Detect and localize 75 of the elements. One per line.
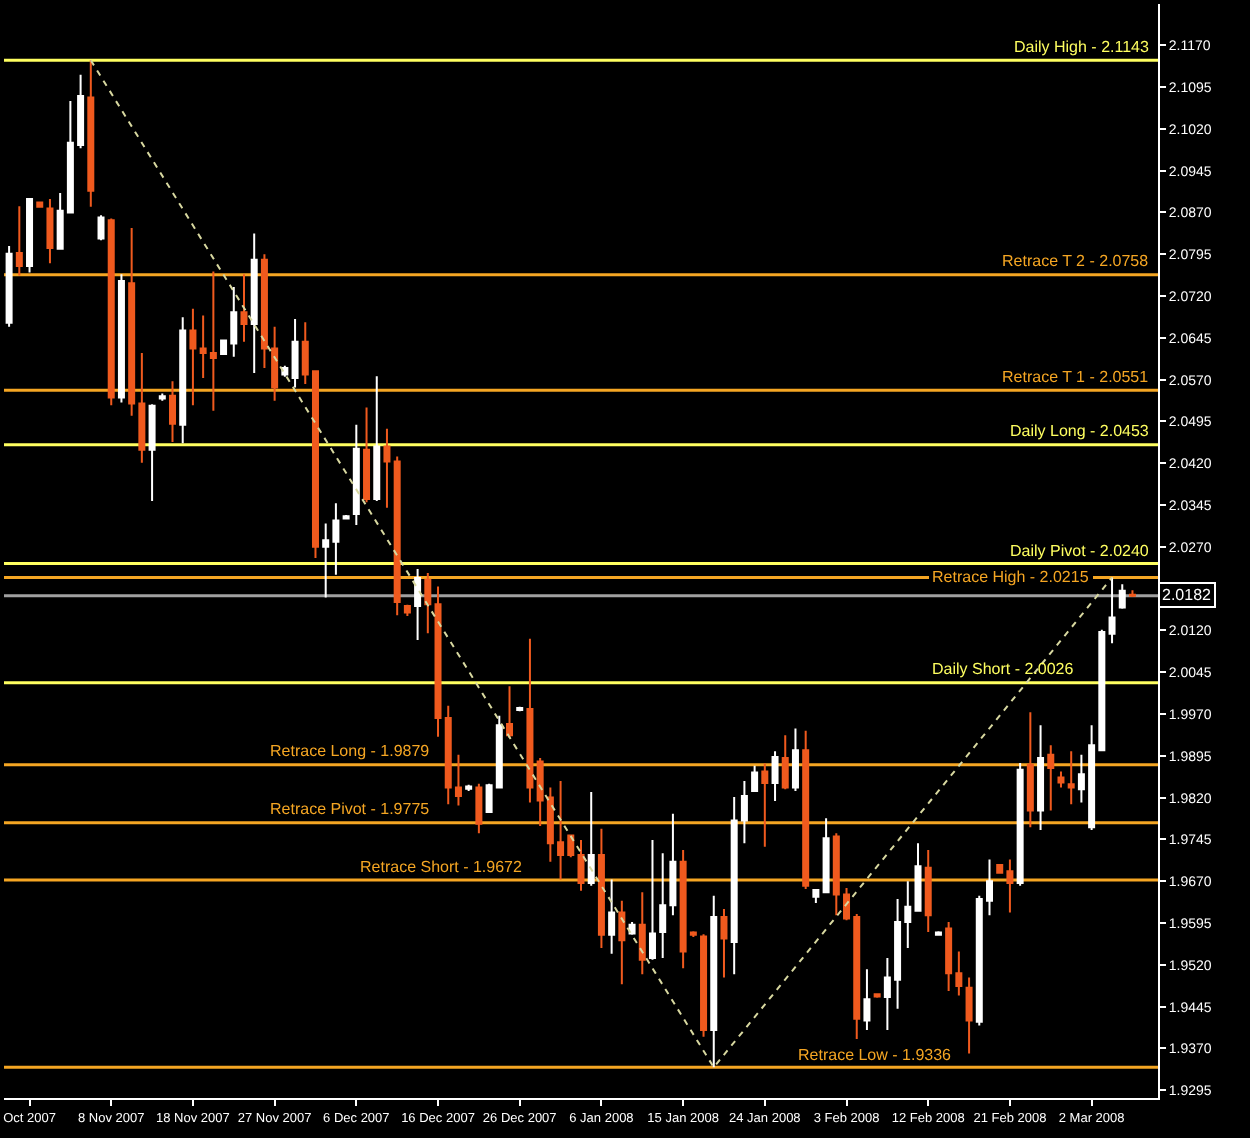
candlestick [873, 992, 881, 999]
candlestick [924, 849, 932, 933]
ref-line-label: Retrace Short - 1.9672 [360, 858, 523, 876]
candlestick [628, 920, 636, 936]
candlestick [863, 968, 871, 1031]
candlestick [597, 827, 605, 950]
ref-line-label: Daily High - 2.1143 [1014, 38, 1150, 56]
candlestick [822, 817, 830, 894]
candlestick [914, 842, 922, 912]
candlestick [414, 568, 422, 641]
ref-line-label: Daily Pivot - 2.0240 [1010, 542, 1150, 560]
candlestick [240, 273, 248, 343]
candlestick [934, 930, 942, 937]
candlestick [965, 976, 973, 1055]
candlestick [179, 316, 187, 445]
ref-line-label: Retrace High - 2.0215 [932, 568, 1090, 586]
candlestick [1067, 750, 1075, 806]
candlestick [250, 232, 258, 374]
candlestick [117, 273, 125, 404]
candlestick [771, 750, 779, 802]
candlestick [648, 838, 656, 961]
ref-line-label: Retrace Long - 1.9879 [270, 742, 431, 760]
candlestick [36, 201, 44, 208]
candlestick [148, 403, 156, 503]
candlestick [5, 244, 13, 328]
candlestick [403, 603, 411, 617]
candlestick [1118, 583, 1126, 610]
candlestick [1026, 711, 1034, 829]
ref-line-label: Retrace T 1 - 2.0551 [1002, 368, 1150, 386]
candlestick [87, 59, 95, 208]
candlestick [812, 888, 820, 904]
candlestick [291, 317, 299, 389]
candlestick [577, 838, 585, 892]
candlestick [26, 198, 34, 274]
candlestick [638, 891, 646, 976]
candlestick [169, 380, 176, 444]
candlestick [363, 406, 371, 504]
candlestick [720, 908, 728, 979]
candlestick [618, 899, 626, 986]
candlestick [373, 375, 381, 503]
candlestick [751, 764, 759, 792]
candlestick [710, 894, 718, 1069]
candlestick [802, 729, 810, 890]
ref-line-label: Retrace T 2 - 2.0758 [1002, 252, 1150, 270]
candlestick [383, 427, 391, 509]
ref-line-label: Retrace Low - 1.9336 [798, 1046, 953, 1064]
candlestick [608, 878, 616, 955]
candlestick [15, 205, 23, 277]
ref-line-label: Daily Short - 2.0026 [932, 660, 1075, 678]
candlestick [158, 392, 166, 402]
candlestick [1037, 724, 1045, 831]
candlestick [1057, 770, 1065, 789]
candlestick [97, 214, 105, 242]
candlestick [475, 782, 483, 835]
candlestick [781, 734, 789, 791]
candlestick [393, 455, 401, 617]
candlestick [1047, 744, 1055, 812]
candlestick [791, 727, 799, 792]
candlestick [1108, 576, 1116, 645]
candlestick [1016, 762, 1024, 887]
candlestick [587, 791, 595, 887]
candlestick [352, 423, 360, 527]
candlestick [761, 762, 769, 848]
candlestick [342, 514, 350, 521]
ref-line-label: 2.0182 [1162, 586, 1213, 604]
ref-line-label: Daily Long - 2.0453 [1010, 422, 1150, 440]
candlestick [506, 685, 514, 739]
candlestick [1128, 589, 1136, 598]
candlestick [526, 637, 534, 804]
candlestick [107, 217, 115, 407]
candlestick [424, 572, 432, 635]
ref-line-label: Retrace Pivot - 1.9775 [270, 800, 431, 818]
candlestick [465, 783, 473, 792]
candlestick [189, 307, 197, 407]
candlestick [46, 198, 54, 265]
